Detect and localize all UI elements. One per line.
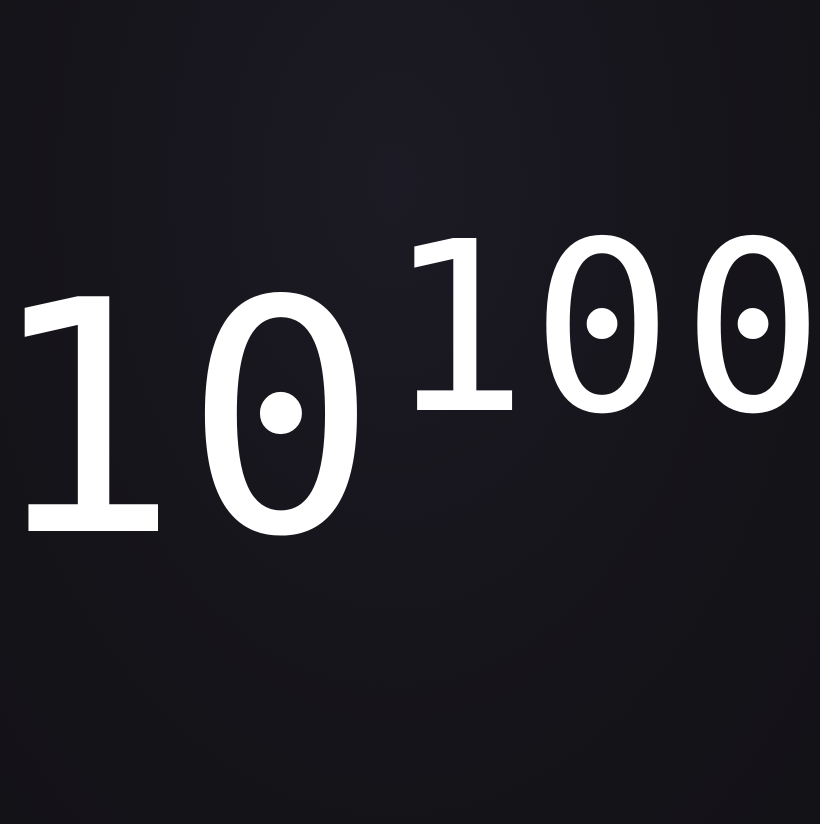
exponent-digit-2: 0	[531, 191, 673, 466]
exponent-number: 1 0 0	[386, 191, 820, 466]
base-digit-2: 0	[184, 232, 378, 607]
base-number: 1 0	[0, 232, 378, 607]
exponent-digit-3: 0	[682, 191, 820, 466]
exponent-digit-1: 1	[386, 191, 528, 466]
base-digit-1: 1	[0, 232, 180, 607]
